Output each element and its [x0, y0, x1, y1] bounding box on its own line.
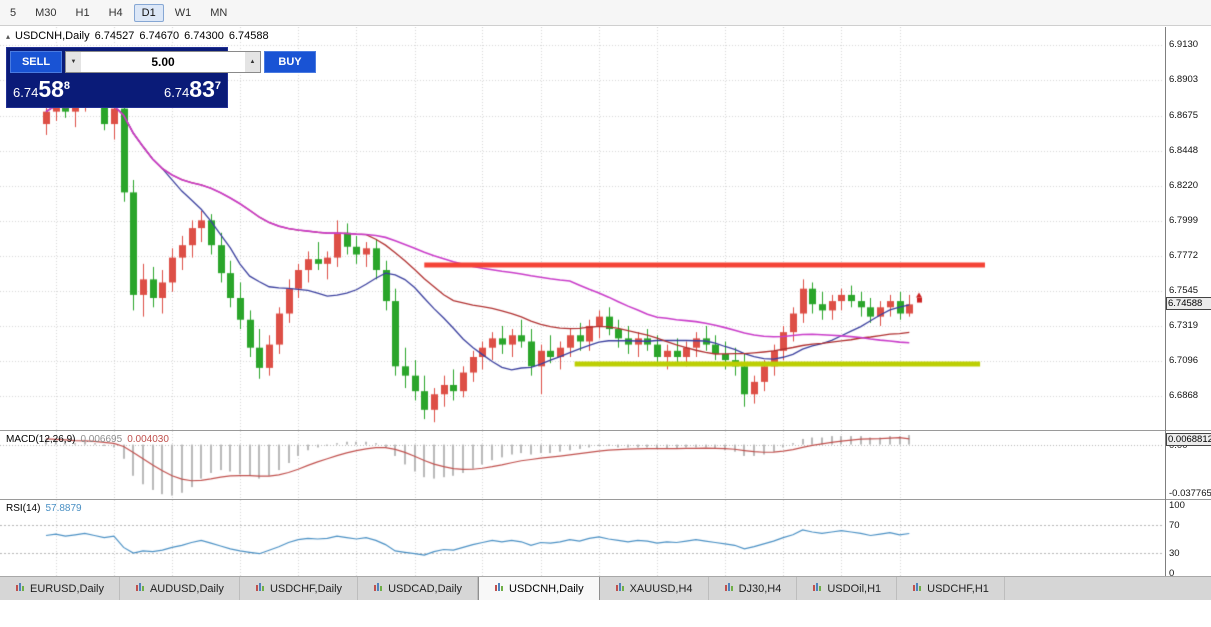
buy-price: 6.74837 [164, 78, 221, 102]
price-tick-label: 6.7096 [1169, 354, 1199, 366]
chart-icon [615, 582, 625, 595]
panel-separator[interactable] [0, 499, 1211, 500]
rsi-axis-label: 0 [1169, 568, 1175, 579]
timeframe-button-d1[interactable]: D1 [133, 3, 164, 22]
ohlc-low: 6.74300 [184, 30, 224, 42]
panel-separator[interactable] [0, 430, 1211, 431]
price-tick-label: 6.7319 [1169, 320, 1199, 332]
one-click-trading-widget: SELL ▼ ▲ BUY 6.74588 6.74837 [6, 47, 316, 108]
timeframe-button-5[interactable]: 5 [10, 6, 17, 19]
ohlc-close: 6.74588 [228, 30, 269, 42]
chart-tab-usdcnh-daily[interactable]: USDCNH,Daily [478, 577, 600, 600]
price-tick-label: 6.9130 [1169, 38, 1199, 50]
chart-tab-usdchf-h1[interactable]: USDCHF,H1 [897, 577, 1005, 600]
buy-price-prefix: 6.74 [163, 85, 190, 100]
chart-icon [912, 582, 922, 595]
timeframe-button-h4[interactable]: H4 [108, 6, 123, 19]
chart-tab-label: USDOil,H1 [827, 582, 882, 595]
chart-icon [135, 582, 145, 595]
price-tick-label: 6.6868 [1169, 390, 1199, 402]
macd-axis-label: -0.0377655 [1169, 488, 1211, 499]
chart-tab-dj30-h4[interactable]: DJ30,H4 [708, 577, 798, 600]
macd-signal-value: 0.004030 [127, 434, 169, 445]
timeframe-button-w1[interactable]: W1 [174, 6, 192, 19]
sell-price-big: 58 [38, 76, 64, 102]
chart-tab-usdcad-daily[interactable]: USDCAD,Daily [358, 577, 479, 600]
chart-tab-label: AUDUSD,Daily [149, 582, 224, 595]
buy-button[interactable]: BUY [264, 51, 316, 73]
current-price-tag: 6.74588 [1166, 297, 1211, 311]
chart-tab-usdoil-h1[interactable]: USDOil,H1 [797, 577, 898, 600]
chart-window: ▴ USDCNH,Daily 6.74527 6.74670 6.74300 6.7458… [0, 27, 1211, 627]
chart-icon [15, 582, 25, 595]
sell-price-prefix: 6.74 [13, 85, 39, 100]
price-axis [1165, 27, 1211, 578]
volume-stepper: ▼ ▲ [65, 51, 261, 73]
chart-tabs-bar: EURUSD,Daily AUDUSD,Daily USDCHF,Daily USDC… [0, 576, 1211, 600]
timeframe-toolbar: 5 M30 H1 H4 D1 W1 MN [0, 0, 1211, 26]
chart-tab-label: USDCAD,Daily [388, 582, 463, 595]
chart-tab-label: USDCHF,H1 [927, 582, 989, 595]
buy-price-big: 83 [189, 76, 215, 102]
chart-icon [373, 582, 383, 595]
chart-icon [494, 582, 504, 595]
timeframe-button-h1[interactable]: H1 [75, 6, 90, 19]
rsi-axis-label: 30 [1169, 548, 1180, 559]
chart-tab-label: USDCNH,Daily [509, 582, 584, 595]
rsi-axis-label: 100 [1169, 500, 1185, 511]
price-tick-label: 6.7999 [1169, 214, 1199, 226]
volume-decrease-icon[interactable]: ▼ [66, 52, 81, 72]
chart-tab-label: DJ30,H4 [738, 582, 782, 595]
chart-tab-xauusd-h4[interactable]: XAUUSD,H4 [599, 577, 709, 600]
timeframe-button-m30[interactable]: M30 [35, 6, 57, 19]
price-tick-label: 6.8220 [1169, 180, 1199, 192]
macd-main-value: 0.006695 [80, 434, 123, 445]
chart-icon [724, 582, 734, 595]
chart-tab-usdchf-daily[interactable]: USDCHF,Daily [239, 577, 359, 600]
rsi-value: 57.8879 [45, 503, 82, 514]
ohlc-high: 6.74670 [139, 30, 180, 42]
volume-input[interactable] [81, 52, 245, 72]
collapse-triangle-icon: ▴ [6, 32, 11, 41]
price-tick-label: 6.8675 [1169, 109, 1199, 121]
chart-tab-label: XAUUSD,H4 [629, 582, 693, 595]
macd-axis-label: 0.0068812 [1166, 433, 1211, 446]
ohlc-open: 6.74527 [94, 30, 135, 42]
macd-label: MACD(12,26,9) 0.006695 0.004030 [6, 434, 174, 445]
sell-price-pip: 8 [63, 80, 71, 92]
volume-increase-icon[interactable]: ▲ [245, 52, 260, 72]
chart-tab-audusd-daily[interactable]: AUDUSD,Daily [119, 577, 240, 600]
chart-tab-label: USDCHF,Daily [269, 582, 343, 595]
rsi-label: RSI(14) 57.8879 [6, 503, 87, 514]
price-tick-label: 6.7772 [1169, 249, 1199, 261]
macd-indicator-canvas[interactable] [0, 431, 1164, 499]
chart-icon [255, 582, 265, 595]
sell-button[interactable]: SELL [10, 51, 62, 73]
chart-title: ▴ USDCNH,Daily 6.74527 6.74670 6.74300 6.7458… [6, 30, 274, 42]
sell-price: 6.74588 [13, 78, 70, 102]
rsi-name: RSI(14) [6, 503, 41, 514]
macd-name: MACD(12,26,9) [6, 434, 76, 445]
chart-symbol: USDCNH,Daily [15, 30, 90, 42]
timeframe-button-mn[interactable]: MN [210, 6, 228, 19]
price-tick-label: 6.7545 [1169, 285, 1199, 296]
rsi-axis-label: 70 [1169, 520, 1180, 531]
chart-tab-label: EURUSD,Daily [30, 582, 104, 595]
buy-price-pip: 7 [214, 80, 221, 92]
chart-tab-eurusd-daily[interactable]: EURUSD,Daily [0, 577, 120, 600]
chart-icon [812, 582, 822, 595]
rsi-indicator-canvas[interactable] [0, 500, 1164, 578]
price-tick-label: 6.8903 [1169, 74, 1199, 86]
price-tick-label: 6.8448 [1169, 144, 1199, 156]
